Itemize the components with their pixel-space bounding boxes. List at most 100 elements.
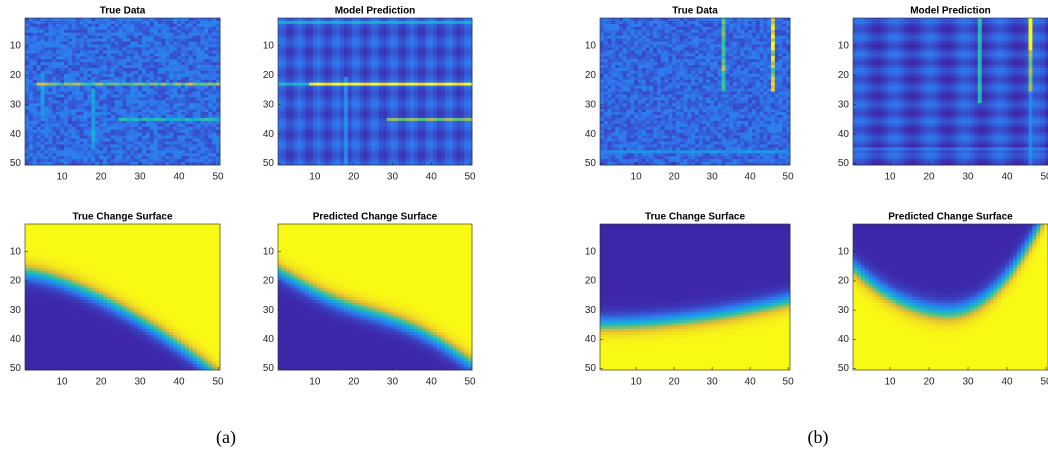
heatmap-cell (293, 23, 298, 28)
heatmap-cell (460, 18, 465, 22)
heatmap-cell (184, 23, 190, 28)
heatmap-cell (181, 147, 186, 151)
heatmap-cell (406, 94, 411, 98)
heatmap-cell (192, 103, 197, 107)
heatmap-cell (196, 123, 201, 128)
heatmap-cell (409, 132, 415, 136)
heatmap-cell (134, 123, 139, 128)
heatmap-cell (196, 94, 201, 98)
heatmap-cell (130, 38, 135, 42)
heatmap-cell (281, 100, 287, 104)
heatmap-cell (382, 62, 388, 66)
heatmap-cell (188, 23, 194, 28)
heatmap-cell (378, 132, 384, 136)
heatmap-cell (285, 106, 291, 110)
heatmap-cell (285, 35, 291, 39)
heatmap-cell (64, 59, 69, 63)
heatmap-cell (138, 35, 143, 39)
heatmap-cell (149, 50, 155, 54)
heatmap-cell (464, 112, 469, 116)
heatmap-cell (52, 35, 57, 39)
heatmap-cell (79, 18, 84, 22)
heatmap-cell (312, 97, 318, 101)
heatmap-cell (413, 123, 419, 128)
heatmap-cell (363, 85, 368, 89)
heatmap-cell (375, 65, 380, 69)
heatmap-cell (332, 106, 337, 110)
heatmap-cell (305, 91, 310, 95)
heatmap-cell (429, 50, 434, 54)
heatmap-cell (60, 65, 65, 69)
heatmap-cell (386, 18, 391, 22)
heatmap-cell (40, 94, 45, 98)
heatmap-cell (184, 106, 190, 110)
heatmap-cell (25, 115, 30, 119)
heatmap-cell (134, 106, 139, 110)
heatmap-cell (394, 23, 399, 28)
heatmap-cell (289, 97, 294, 101)
heatmap-cell (297, 23, 302, 28)
heatmap-cell (64, 32, 69, 37)
heatmap-cell (142, 85, 147, 89)
heatmap-cell (417, 126, 422, 131)
heatmap-cell (25, 106, 30, 110)
heatmap-cell (343, 153, 349, 157)
heatmap-cell (169, 82, 174, 87)
heatmap-cell (114, 23, 119, 28)
heatmap-cell (40, 53, 45, 57)
heatmap-cell (328, 67, 333, 72)
heatmap-cell (106, 144, 112, 148)
heatmap-cell (386, 91, 391, 95)
heatmap-cell (347, 70, 353, 75)
heatmap-cell (398, 76, 403, 81)
heatmap-cell (208, 18, 213, 22)
heatmap-cell (75, 150, 80, 154)
heatmap-cell (28, 103, 34, 107)
heatmap-cell (25, 109, 30, 113)
heatmap-cell (188, 159, 194, 163)
heatmap-cell (336, 120, 341, 125)
heatmap-cell (216, 109, 221, 113)
heatmap-cell (281, 59, 287, 63)
heatmap-cell (440, 35, 446, 39)
heatmap-cell (448, 38, 453, 42)
heatmap-cell (413, 62, 419, 66)
heatmap-cell (138, 115, 143, 119)
heatmap-cell (184, 50, 190, 54)
heatmap-cell (278, 88, 283, 92)
heatmap-cell (142, 38, 147, 42)
heatmap-cell (204, 56, 209, 60)
heatmap-cell (456, 47, 461, 51)
heatmap-cell (95, 76, 100, 81)
heatmap-cell (130, 20, 135, 25)
heatmap-cell (406, 112, 411, 116)
heatmap-cell (204, 141, 209, 145)
heatmap-cell (99, 70, 104, 75)
heatmap-cell (328, 79, 333, 84)
heatmap-cell (173, 23, 178, 28)
heatmap-cell (413, 50, 419, 54)
heatmap-cell (409, 117, 415, 122)
heatmap-cell (289, 56, 294, 60)
heatmap-cell (363, 153, 368, 157)
heatmap-cell (192, 150, 197, 154)
heatmap-cell (281, 103, 287, 107)
heatmap-cell (429, 153, 434, 157)
heatmap-cell (402, 73, 407, 78)
heatmap-cell (134, 62, 139, 66)
heatmap-cell (281, 129, 287, 134)
heatmap-cell (103, 159, 108, 163)
heatmap-cell (67, 79, 73, 84)
heatmap-cell (36, 120, 41, 125)
heatmap-cell (149, 59, 155, 63)
heatmap-cell (79, 82, 84, 87)
heatmap-cell (402, 67, 407, 72)
heatmap-cell (425, 56, 430, 60)
heatmap-cell (83, 29, 88, 34)
heatmap-cell (340, 73, 345, 78)
heatmap-cell (398, 26, 403, 31)
heatmap-cell (347, 23, 353, 28)
heatmap-cell (382, 132, 388, 136)
heatmap-cell (394, 70, 399, 75)
heatmap-cell (355, 88, 360, 92)
